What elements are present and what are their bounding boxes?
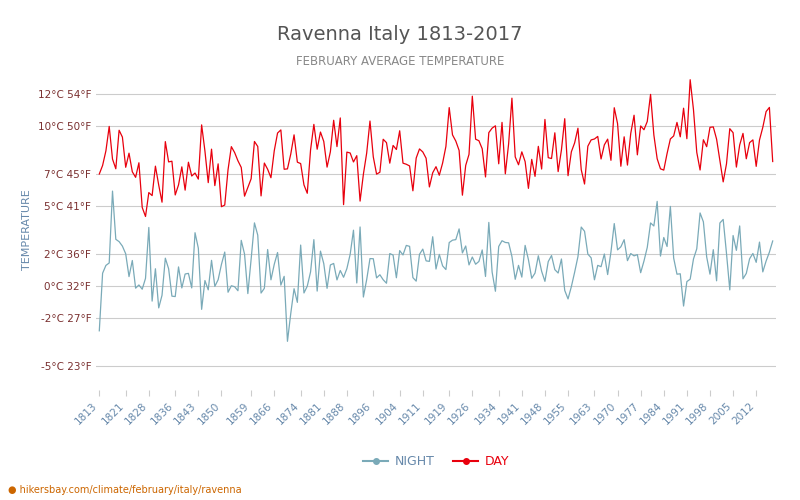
Legend: NIGHT, DAY: NIGHT, DAY: [358, 450, 514, 473]
Y-axis label: TEMPERATURE: TEMPERATURE: [22, 190, 32, 270]
Text: ● hikersbay.com/climate/february/italy/ravenna: ● hikersbay.com/climate/february/italy/r…: [8, 485, 242, 495]
Text: Ravenna Italy 1813-2017: Ravenna Italy 1813-2017: [278, 25, 522, 44]
Text: FEBRUARY AVERAGE TEMPERATURE: FEBRUARY AVERAGE TEMPERATURE: [296, 55, 504, 68]
